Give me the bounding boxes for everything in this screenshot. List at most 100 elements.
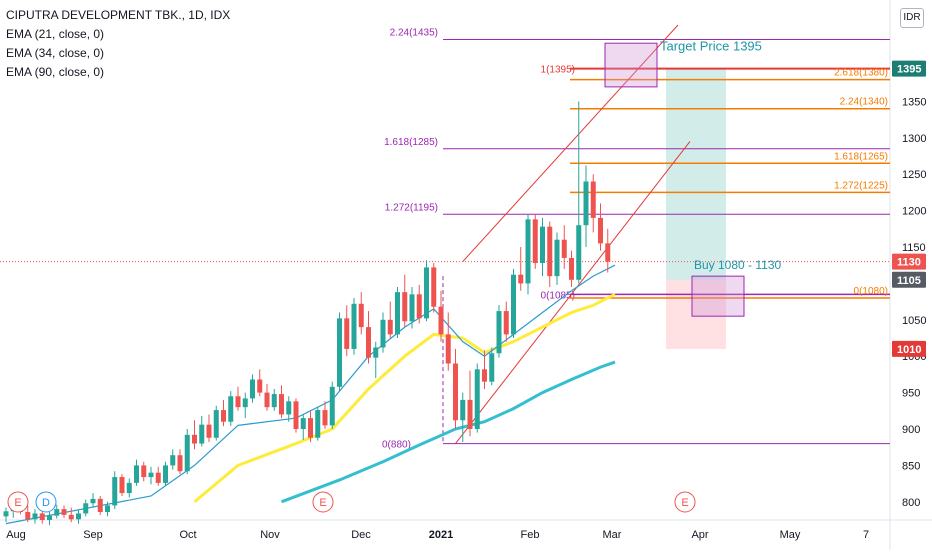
ema-21-line — [5, 264, 616, 525]
event-marker-E[interactable] — [312, 491, 334, 513]
y-tick-label: 950 — [902, 388, 920, 400]
candle-body — [482, 369, 487, 382]
candle-body — [351, 303, 357, 349]
candle-body — [416, 294, 422, 319]
candle-body — [264, 392, 270, 408]
candle-body — [184, 434, 190, 472]
candle-body — [293, 401, 299, 430]
fib-left-label: 1.618(1285) — [384, 137, 438, 148]
channel-upper-line — [462, 24, 679, 262]
event-marker-label: D — [42, 497, 50, 509]
candle-body — [561, 239, 567, 258]
x-tick-label: Sep — [83, 529, 103, 541]
target-price-annotation: Target Price 1395 — [660, 38, 762, 53]
price-tag-1130 — [892, 253, 926, 270]
price-tag-text: 1395 — [897, 64, 921, 76]
x-tick-label: Aug — [6, 529, 26, 541]
candle-body — [3, 511, 9, 517]
event-marker-label: E — [681, 497, 688, 509]
fib-right-label: 0(1080) — [854, 286, 888, 297]
y-tick-label: 1050 — [902, 315, 926, 327]
loss-zone — [666, 279, 726, 349]
profit-zone — [666, 68, 726, 280]
event-marker-D[interactable] — [35, 491, 57, 513]
candle-body — [170, 455, 176, 466]
candle-body — [221, 410, 226, 422]
x-tick-label: Feb — [521, 529, 540, 541]
candle-body — [141, 465, 147, 478]
candle-body — [445, 334, 451, 364]
candle-body — [54, 509, 60, 516]
candle-body — [590, 181, 596, 218]
candle-body — [460, 399, 466, 421]
candle-body — [192, 434, 197, 444]
buy-range-annotation: Buy 1080 - 1130 — [694, 258, 782, 272]
candle-body — [583, 181, 589, 226]
candle-body — [337, 318, 342, 387]
candle-body — [112, 477, 118, 506]
candle-body — [148, 472, 154, 478]
candle-body — [235, 396, 241, 408]
event-marker-E[interactable] — [674, 491, 696, 513]
x-tick-label: Dec — [351, 529, 371, 541]
candle-body — [496, 311, 502, 354]
fib-right-label: 2.24(1340) — [840, 97, 888, 108]
legend-ema-34[interactable]: EMA (34, close, 0) — [6, 46, 105, 60]
y-tick-label: 1200 — [902, 206, 926, 218]
fib-left-label: 1.272(1195) — [385, 202, 438, 213]
event-marker-label: E — [14, 497, 21, 509]
x-tick-label: Apr — [691, 529, 708, 541]
candle-body — [97, 498, 103, 512]
candle-body — [177, 455, 183, 472]
legend-symbol-title[interactable]: CIPUTRA DEVELOPMENT TBK., 1D, IDX — [6, 8, 231, 22]
candle-body — [511, 274, 516, 335]
legend-ema-90[interactable]: EMA (90, close, 0) — [6, 65, 105, 79]
candle-body — [119, 477, 125, 494]
candle-body — [402, 292, 408, 322]
candle-body — [598, 217, 603, 244]
candle-body — [206, 424, 212, 438]
candle-body — [213, 410, 219, 438]
candle-body — [431, 267, 437, 307]
x-tick-label: Mar — [603, 529, 622, 541]
legend-ema-21[interactable]: EMA (21, close, 0) — [6, 27, 105, 41]
candle-body — [39, 513, 45, 520]
candle-body — [308, 418, 313, 438]
candle-body — [257, 379, 263, 393]
candle-body — [467, 399, 473, 430]
candle-body — [83, 503, 89, 514]
price-tag-text: 1130 — [897, 257, 921, 269]
x-tick-label: Oct — [179, 529, 196, 541]
candle-body — [358, 303, 364, 328]
x-tick-label: 2021 — [429, 529, 453, 541]
candle-body — [163, 465, 168, 483]
y-tick-label: 900 — [902, 424, 920, 436]
channel-lower-line — [455, 141, 691, 444]
y-tick-label: 1150 — [902, 242, 926, 254]
candle-body — [250, 379, 255, 399]
candle-body — [540, 226, 545, 264]
candle-body — [518, 274, 524, 284]
candle-body — [503, 311, 509, 335]
candle-body — [489, 353, 495, 382]
candle-body — [286, 401, 292, 415]
candle-body — [68, 514, 74, 520]
candle-body — [395, 292, 400, 335]
candle-body — [373, 347, 379, 358]
candle-body — [300, 418, 306, 430]
candle-body — [380, 319, 386, 348]
fib-right-label: 0(1085) — [541, 290, 575, 301]
event-marker-E[interactable] — [7, 491, 29, 513]
candle-body — [61, 509, 67, 515]
currency-button[interactable]: IDR — [900, 8, 924, 28]
candle-body — [322, 410, 328, 426]
event-marker-label: E — [319, 497, 326, 509]
candle-body — [25, 511, 31, 520]
candle-body — [387, 319, 393, 335]
candle-body — [547, 226, 553, 277]
fib-left-label: 2.24(1435) — [390, 28, 438, 39]
candle-body — [90, 498, 96, 504]
fib-right-label: 1(1395) — [541, 65, 575, 76]
